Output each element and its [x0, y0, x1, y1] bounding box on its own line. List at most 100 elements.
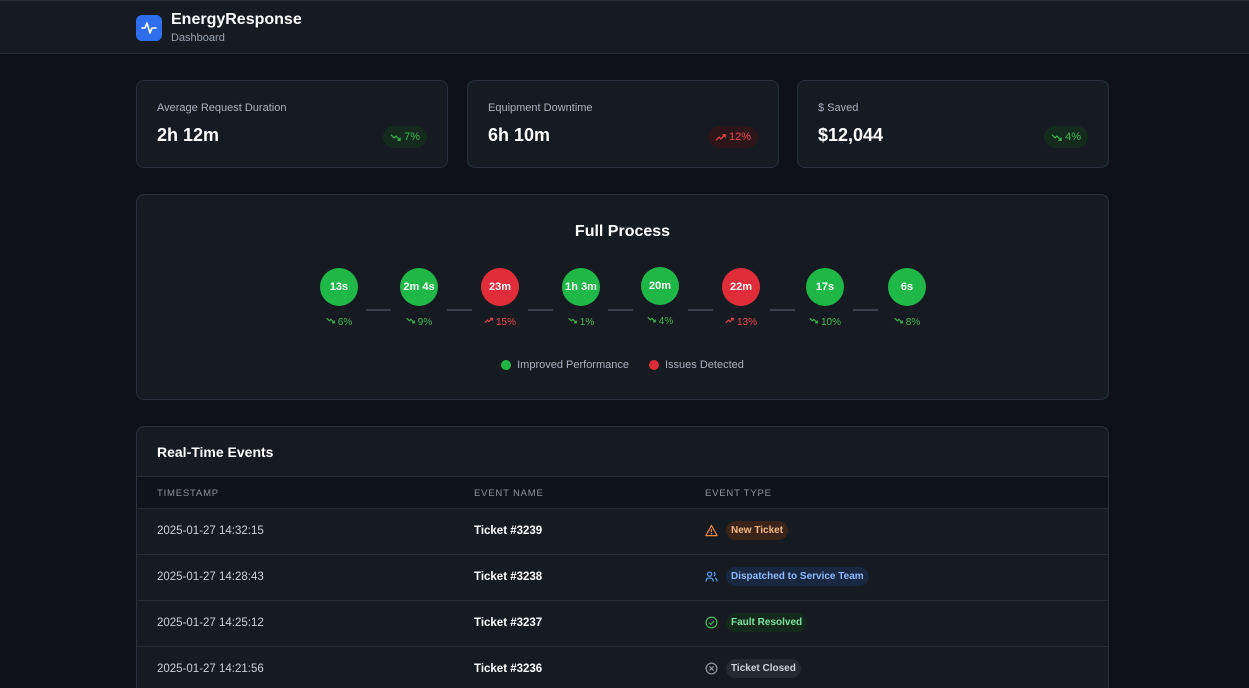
column-header-timestamp[interactable]: TIMESTAMP [157, 488, 219, 499]
step-change: 10% [795, 316, 855, 328]
step-connector [687, 309, 713, 311]
step-duration: 20m [641, 267, 679, 305]
event-timestamp: 2025-01-27 14:21:56 [157, 663, 264, 675]
process-step[interactable]: 22m 13% [711, 268, 771, 328]
event-name[interactable]: Ticket #3237 [474, 617, 543, 629]
trending-down-icon [390, 133, 401, 141]
step-change: 6% [309, 316, 369, 328]
legend-label: Improved Performance [517, 359, 629, 371]
x-circle-icon [705, 662, 718, 675]
trending-down-icon [894, 316, 903, 328]
trend-value: 4% [1065, 131, 1081, 143]
stat-value: $12,044 [818, 125, 884, 145]
step-duration: 22m [722, 268, 760, 306]
event-type-badge: Fault Resolved [726, 613, 808, 632]
process-step[interactable]: 17s 10% [795, 268, 855, 328]
step-change: 8% [877, 316, 937, 328]
events-card: Real-Time Events TIMESTAMP EVENT NAME EV… [136, 426, 1109, 688]
table-row[interactable]: 2025-01-27 14:28:43 Ticket #3238 Dispatche… [137, 554, 1108, 600]
table-header: TIMESTAMP EVENT NAME EVENT TYPE [137, 476, 1108, 509]
trending-down-icon [326, 316, 335, 328]
legend-item-issues: Issues Detected [649, 359, 744, 371]
stat-value: 2h 12m [157, 125, 220, 145]
trending-down-icon [568, 316, 577, 328]
trending-up-icon [484, 316, 493, 328]
app-title: EnergyResponse [171, 11, 302, 28]
event-timestamp: 2025-01-27 14:28:43 [157, 571, 264, 583]
step-change-value: 6% [337, 316, 353, 328]
step-connector [770, 309, 795, 311]
step-duration: 1h 3m [562, 268, 600, 306]
step-duration: 6s [888, 268, 926, 306]
trend-badge: 4% [1044, 126, 1088, 148]
step-change: 15% [470, 316, 530, 328]
event-type-badge: Ticket Closed [726, 659, 801, 678]
brand[interactable]: EnergyResponse Dashboard [136, 11, 302, 45]
legend-swatch [649, 360, 659, 370]
step-connector [366, 309, 391, 311]
step-connector [446, 309, 472, 311]
page-subtitle: Dashboard [171, 32, 225, 44]
process-step[interactable]: 23m 15% [470, 268, 530, 328]
process-title: Full Process [574, 223, 671, 240]
step-connector [527, 309, 553, 311]
table-row[interactable]: 2025-01-27 14:25:12 Ticket #3237 Fault Res… [137, 600, 1108, 646]
check-circle-icon [705, 616, 718, 629]
process-step[interactable]: 13s 6% [309, 268, 369, 328]
event-name[interactable]: Ticket #3236 [474, 663, 543, 675]
trending-down-icon [1051, 133, 1062, 141]
step-change-value: 1% [579, 316, 595, 328]
trending-down-icon [809, 316, 818, 328]
event-type: Fault Resolved [705, 613, 808, 632]
table-row[interactable]: 2025-01-27 14:32:15 Ticket #3239 New Ticke… [137, 508, 1108, 554]
trending-up-icon [725, 316, 734, 328]
step-change: 13% [711, 316, 771, 328]
stat-label: Average Request Duration [157, 102, 287, 114]
step-change: 1% [551, 316, 611, 328]
step-change-value: 15% [495, 316, 516, 328]
stat-card-equipment-downtime: Equipment Downtime 6h 10m 12% [467, 80, 779, 168]
step-connector [853, 309, 878, 311]
event-name[interactable]: Ticket #3238 [474, 571, 543, 583]
trend-value: 7% [404, 131, 420, 143]
event-timestamp: 2025-01-27 14:32:15 [157, 525, 264, 537]
top-bar: EnergyResponse Dashboard [0, 0, 1249, 54]
step-change-value: 13% [736, 316, 757, 328]
stat-label: Equipment Downtime [488, 102, 593, 114]
event-name[interactable]: Ticket #3239 [474, 525, 543, 537]
stat-card-saved: $ Saved $12,044 4% [797, 80, 1109, 168]
event-type: Dispatched to Service Team [705, 567, 869, 586]
event-type-badge: New Ticket [726, 521, 789, 540]
column-header-event-name[interactable]: EVENT NAME [474, 488, 544, 499]
legend-swatch [501, 360, 512, 370]
step-connector [607, 309, 633, 311]
step-change: 4% [630, 315, 690, 327]
trend-badge: 7% [383, 126, 427, 148]
step-change-value: 9% [417, 316, 433, 328]
events-title: Real-Time Events [157, 444, 274, 460]
step-change-value: 8% [905, 316, 921, 328]
step-duration: 13s [320, 268, 358, 306]
step-duration: 17s [806, 268, 844, 306]
event-type: New Ticket [705, 521, 789, 540]
legend-item-improved: Improved Performance [501, 359, 629, 371]
process-card: Full Process 13s 6% 2m 4s 9% 23m 15% 1h 3m 1% 20… [136, 194, 1109, 400]
step-change: 9% [389, 316, 449, 328]
event-type: Ticket Closed [705, 659, 801, 678]
stat-card-average-request-duration: Average Request Duration 2h 12m 7% [136, 80, 448, 168]
event-type-badge: Dispatched to Service Team [726, 567, 869, 586]
trending-up-icon [715, 133, 726, 141]
process-step[interactable]: 2m 4s 9% [389, 268, 449, 328]
event-timestamp: 2025-01-27 14:25:12 [157, 617, 264, 629]
process-step[interactable]: 20m 4% [630, 267, 690, 327]
users-icon [705, 570, 718, 583]
column-header-event-type[interactable]: EVENT TYPE [705, 488, 772, 499]
table-row[interactable]: 2025-01-27 14:21:56 Ticket #3236 Ticket Cl… [137, 646, 1108, 688]
step-change-value: 10% [820, 316, 841, 328]
process-step[interactable]: 1h 3m 1% [551, 268, 611, 328]
legend-label: Issues Detected [665, 359, 744, 371]
trending-down-icon [406, 316, 415, 328]
process-legend: Improved Performance Issues Detected [137, 359, 1108, 371]
stat-label: $ Saved [818, 102, 859, 114]
process-step[interactable]: 6s 8% [877, 268, 937, 328]
